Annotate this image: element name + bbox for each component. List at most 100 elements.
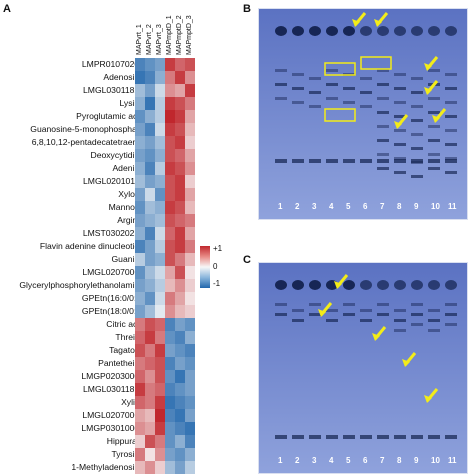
heatmap-cell — [135, 305, 145, 318]
heatmap-cell — [185, 396, 195, 409]
gel-band — [326, 309, 338, 312]
heatmap-cell — [175, 357, 185, 370]
gel-band — [292, 319, 304, 322]
heatmap-cell — [135, 71, 145, 84]
annotation-arrowhead — [432, 115, 440, 123]
heatmap-cell — [155, 266, 165, 279]
heatmap-cell — [135, 383, 145, 396]
heatmap-cell — [165, 305, 175, 318]
heatmap-cell — [165, 97, 175, 110]
heatmap-cell — [155, 214, 165, 227]
gel-well-band — [275, 280, 287, 290]
gel-band — [360, 91, 372, 94]
heatmap-cell — [165, 357, 175, 370]
heatmap-cell — [145, 396, 155, 409]
heatmap-cell — [185, 318, 195, 331]
gel-band — [360, 77, 372, 80]
heatmap-cell — [185, 435, 195, 448]
lane-number: 9 — [414, 456, 419, 465]
annotation-arrowhead — [334, 281, 342, 289]
gel-band — [377, 159, 389, 163]
heatmap-cell — [185, 253, 195, 266]
gel-band — [309, 303, 321, 306]
heatmap-cell — [155, 305, 165, 318]
heatmap-cell — [185, 188, 195, 201]
heatmap-row-label: Hippurate — [106, 436, 144, 446]
heatmap-cell — [175, 305, 185, 318]
heatmap-cell — [145, 292, 155, 305]
gel-band — [275, 435, 287, 439]
heatmap-cell — [165, 227, 175, 240]
heatmap-cell — [155, 396, 165, 409]
heatmap-cell — [165, 123, 175, 136]
gel-band — [377, 83, 389, 86]
heatmap-cell — [185, 240, 195, 253]
lane-number: 11 — [448, 456, 457, 465]
gel-well-band — [360, 280, 372, 290]
heatmap-cell — [155, 383, 165, 396]
lane-number: 5 — [346, 202, 351, 211]
gel-band — [343, 87, 355, 90]
gel-band — [292, 435, 304, 439]
heatmap-cell — [155, 357, 165, 370]
heatmap-row-label: Tagatose — [109, 345, 144, 355]
lane-number: 1 — [278, 456, 283, 465]
gel-well-band — [377, 280, 389, 290]
gel-well-band — [445, 280, 457, 290]
gel-band — [360, 105, 372, 108]
heatmap-cell — [185, 305, 195, 318]
heatmap-cell — [185, 357, 195, 370]
heatmap-cell — [145, 71, 155, 84]
heatmap-cell — [165, 162, 175, 175]
heatmap-row-label: Adenosine — [103, 72, 144, 82]
heatmap-cell — [175, 136, 185, 149]
gel-band — [428, 139, 440, 142]
heatmap-cell — [165, 71, 175, 84]
heatmap-row-label: Guanine — [111, 254, 145, 264]
gel-band — [377, 139, 389, 142]
heatmap-cell — [165, 422, 175, 435]
heatmap-cell — [145, 435, 155, 448]
heatmap-cell — [175, 149, 185, 162]
gel-image-b: 1 2 3 4 5 6 7 8 9 10 11 — [258, 8, 468, 220]
gel-band — [428, 309, 440, 312]
gel-band — [343, 303, 355, 306]
legend-tick-mid: 0 — [213, 262, 218, 271]
gel-band — [309, 313, 321, 316]
gel-band — [377, 125, 389, 128]
heatmap-cell — [145, 110, 155, 123]
gel-band — [411, 133, 423, 136]
gel-band — [411, 147, 423, 150]
heatmap-cell — [185, 448, 195, 461]
heatmap-cell — [135, 201, 145, 214]
heatmap-cell — [135, 58, 145, 71]
gel-band — [394, 129, 406, 132]
gel-band — [292, 101, 304, 104]
heatmap-cell — [185, 149, 195, 162]
heatmap-cell — [175, 461, 185, 474]
heatmap — [135, 58, 195, 474]
gel-band — [292, 159, 304, 163]
annotation-arrowhead — [402, 359, 410, 367]
gel-band — [428, 329, 440, 332]
heatmap-cell — [135, 162, 145, 175]
gel-well-band — [343, 26, 355, 36]
gel-band — [428, 125, 440, 128]
heatmap-cell — [145, 253, 155, 266]
gel-band — [428, 153, 440, 156]
heatmap-cell — [175, 396, 185, 409]
heatmap-cell — [175, 175, 185, 188]
heatmap-cell — [155, 448, 165, 461]
heatmap-cell — [165, 214, 175, 227]
heatmap-cell — [135, 123, 145, 136]
heatmap-row-label: 1-Methyladenosine — [71, 462, 144, 472]
gel-band — [445, 101, 457, 104]
gel-band — [275, 69, 287, 72]
heatmap-cell — [185, 292, 195, 305]
heatmap-cell — [155, 84, 165, 97]
heatmap-cell — [185, 214, 195, 227]
annotation-arrowhead — [424, 63, 432, 71]
heatmap-cell — [185, 344, 195, 357]
heatmap-cell — [175, 292, 185, 305]
heatmap-cell — [165, 110, 175, 123]
